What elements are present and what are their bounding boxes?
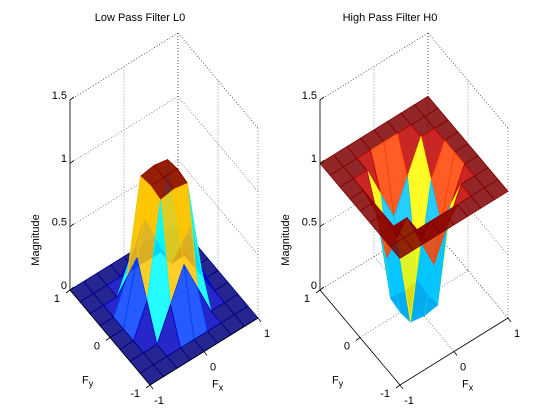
z-tick-label: 0.5 bbox=[52, 217, 67, 229]
z-tick-label: 0 bbox=[61, 280, 67, 292]
x-tick-label: 0 bbox=[460, 361, 466, 373]
y-tick bbox=[315, 289, 321, 294]
z-tick bbox=[319, 286, 325, 291]
y-tick bbox=[395, 384, 401, 389]
y-label-main: F bbox=[82, 374, 89, 386]
z-axis-label: Magnitude bbox=[280, 214, 292, 265]
z-tick bbox=[319, 223, 325, 227]
z-tick-label: 1 bbox=[61, 153, 67, 165]
z-tick bbox=[69, 160, 75, 164]
y-label-sub: y bbox=[89, 379, 94, 389]
x-tick-label: -1 bbox=[404, 395, 414, 407]
z-tick-label: 0.5 bbox=[302, 217, 317, 229]
x-tick-label: 1 bbox=[264, 328, 270, 340]
z-axis-label: Magnitude bbox=[30, 214, 42, 265]
y-tick-label: -1 bbox=[380, 388, 390, 400]
y-tick-label: 0 bbox=[344, 340, 350, 352]
z-tick bbox=[319, 96, 325, 101]
chart-title: Low Pass Filter L0 bbox=[95, 12, 185, 24]
z-tick-label: 1.5 bbox=[52, 90, 67, 102]
x-tick bbox=[149, 384, 154, 390]
x-tick-label: -1 bbox=[154, 395, 164, 407]
z-tick bbox=[319, 160, 325, 164]
z-tick-label: 1.5 bbox=[302, 90, 317, 102]
x-label-sub: x bbox=[469, 383, 474, 393]
x-label-main: F bbox=[462, 378, 469, 390]
x-axis-label: Fx bbox=[212, 378, 224, 392]
x-tick bbox=[257, 317, 262, 323]
x-tick bbox=[453, 351, 458, 356]
z-tick bbox=[69, 96, 75, 101]
x-label-main: F bbox=[212, 378, 219, 390]
y-tick bbox=[145, 384, 151, 389]
y-tick-label: 0 bbox=[94, 340, 100, 352]
x-tick-label: 1 bbox=[514, 328, 520, 340]
y-label-main: F bbox=[332, 374, 339, 386]
x-label-sub: x bbox=[219, 383, 224, 393]
surface-patch bbox=[389, 237, 415, 259]
y-tick-label: -1 bbox=[130, 388, 140, 400]
chart-title: High Pass Filter H0 bbox=[343, 12, 438, 24]
y-axis-label: Fy bbox=[332, 374, 344, 388]
z-tick bbox=[69, 286, 75, 291]
y-tick-label: 1 bbox=[54, 293, 60, 305]
y-tick-label: 1 bbox=[304, 293, 310, 305]
x-tick bbox=[203, 351, 208, 356]
x-tick-label: 0 bbox=[210, 361, 216, 373]
x-axis-label: Fx bbox=[462, 378, 474, 392]
x-tick bbox=[507, 317, 512, 323]
z-tick bbox=[69, 223, 75, 227]
y-tick bbox=[65, 289, 71, 294]
y-label-sub: y bbox=[339, 379, 344, 389]
z-tick-label: 0 bbox=[311, 280, 317, 292]
y-axis-label: Fy bbox=[82, 374, 94, 388]
z-tick-label: 1 bbox=[311, 153, 317, 165]
x-tick bbox=[399, 384, 404, 390]
y-tick bbox=[105, 337, 111, 341]
y-tick bbox=[355, 337, 361, 341]
